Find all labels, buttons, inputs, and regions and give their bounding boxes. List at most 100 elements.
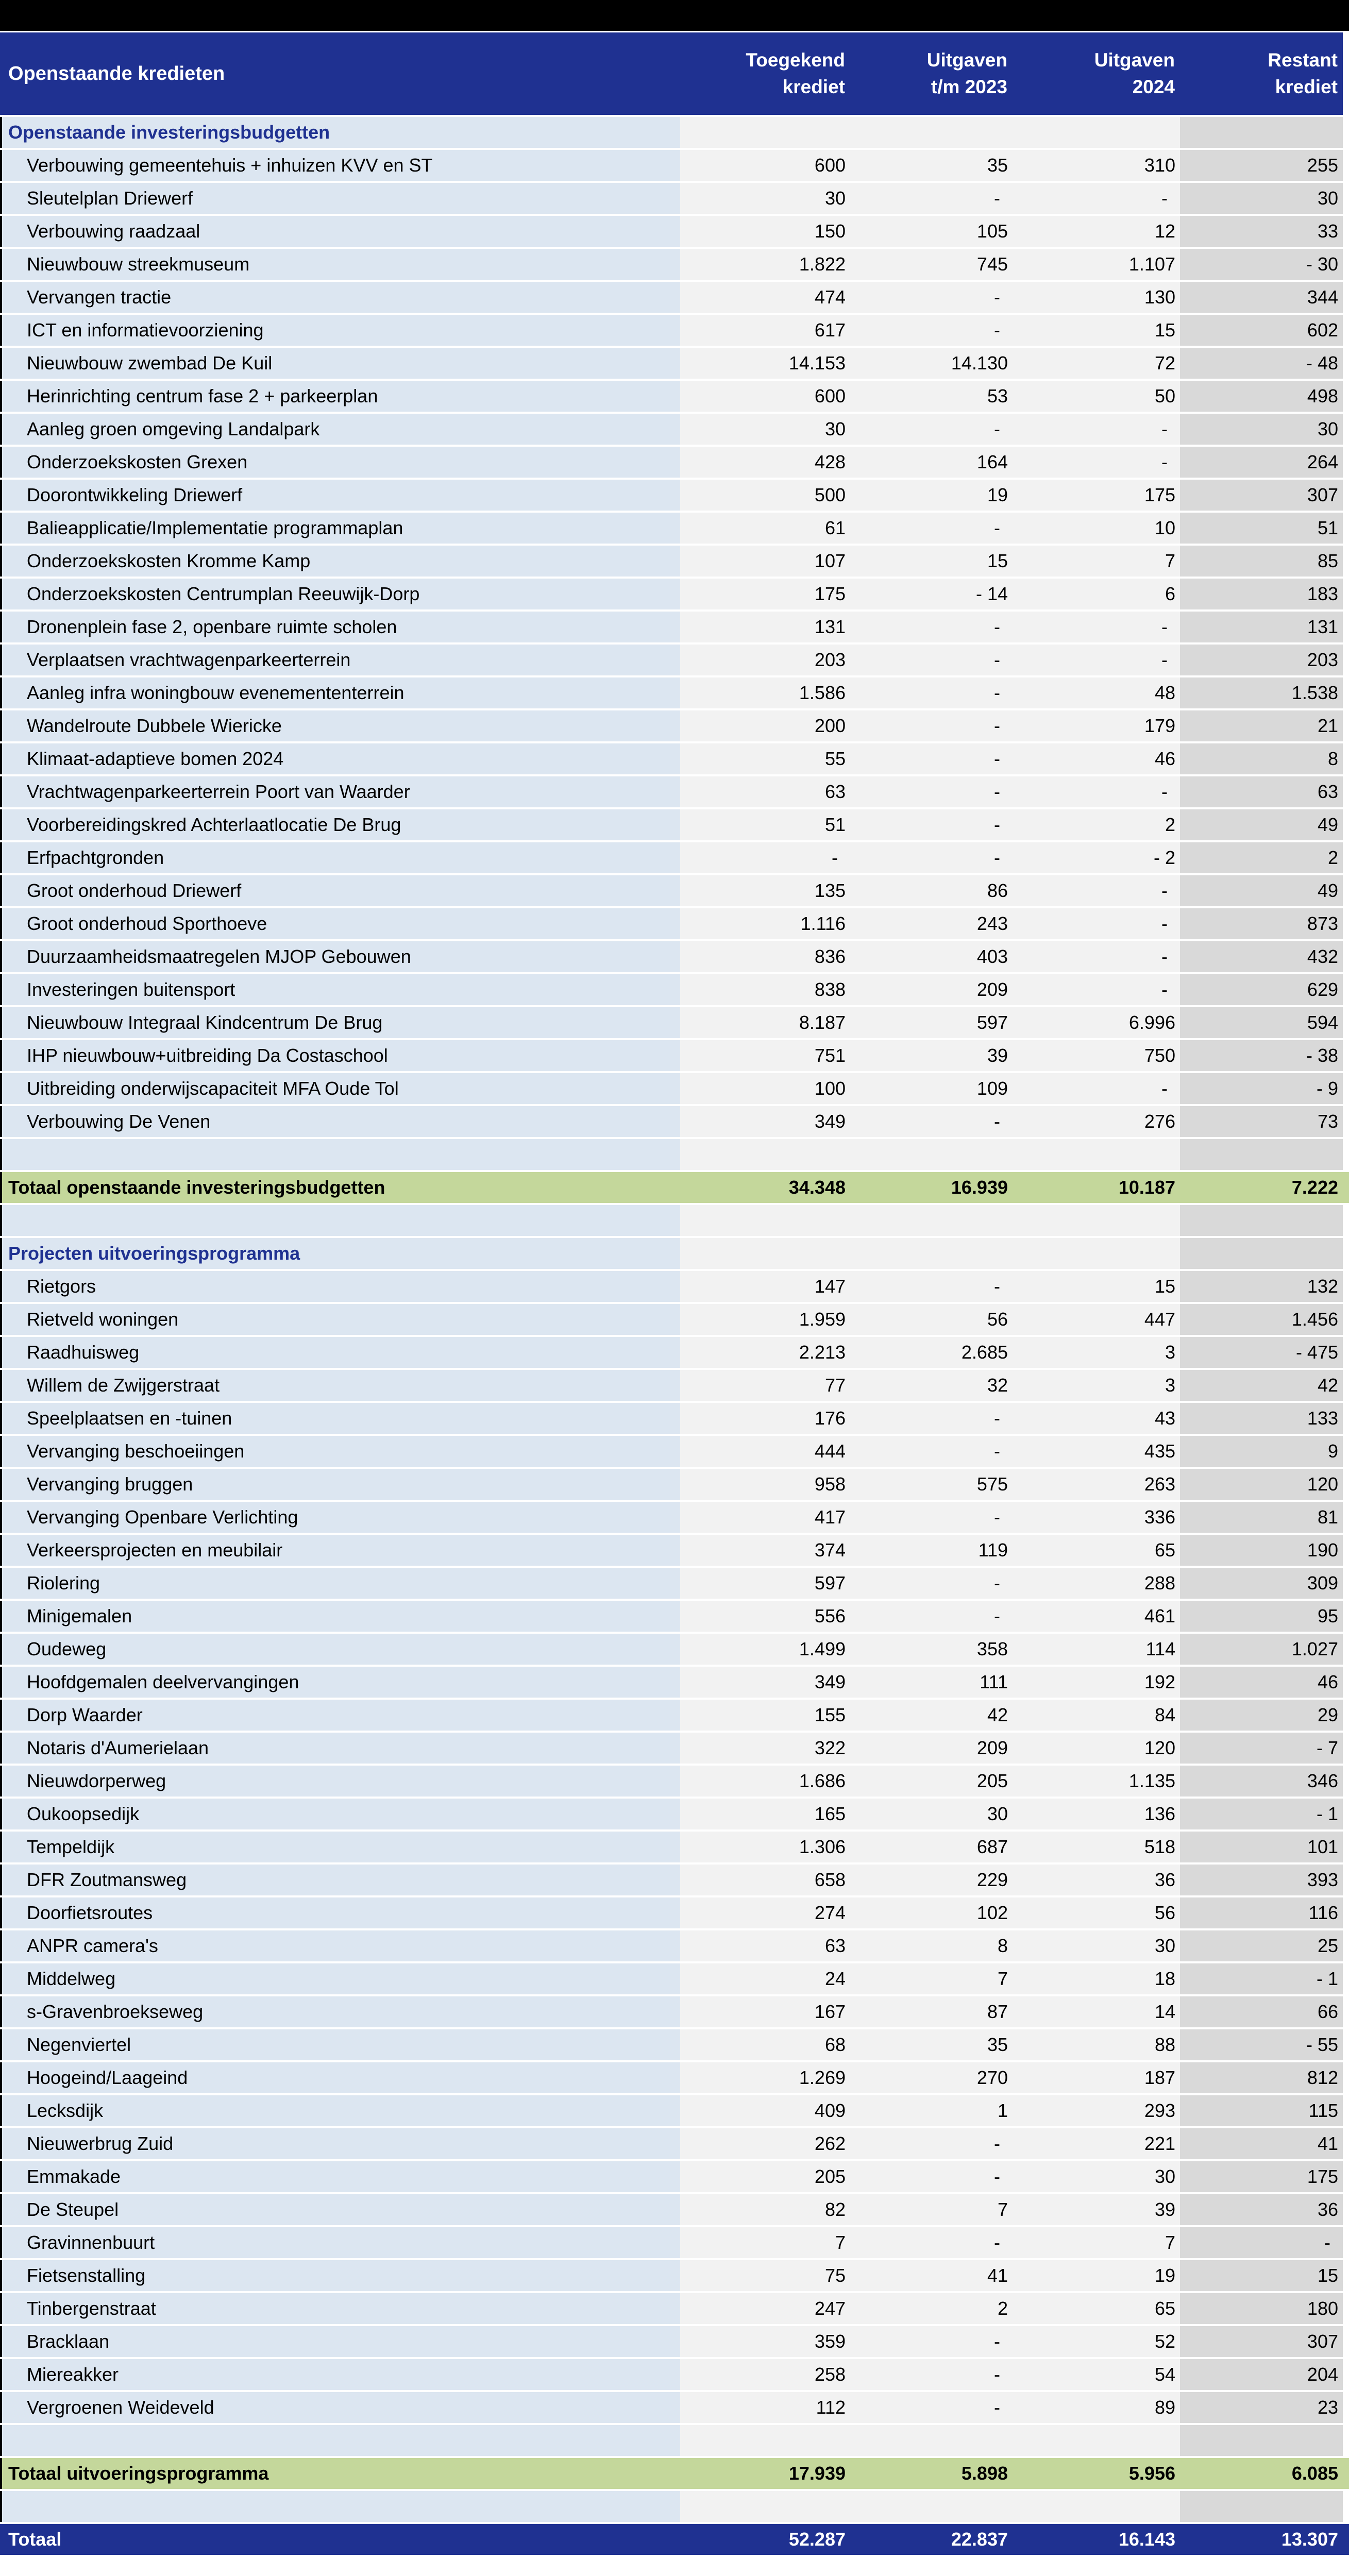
- table-row: Riolering 597 - 288 309: [0, 1568, 1343, 1599]
- table-row: Notaris d'Aumerielaan 322 209 120 - 7: [0, 1733, 1343, 1764]
- cell-uitgaven-tm-2023: -: [850, 809, 1013, 840]
- table-row: Vervanging beschoeiingen 444 - 435 9: [0, 1436, 1343, 1467]
- cell-uitgaven-2024: 5.956: [1128, 2463, 1175, 2484]
- row-label: DFR Zoutmansweg: [2, 1865, 680, 1895]
- cell-uitgaven-2024: 43: [1013, 1403, 1180, 1434]
- cell-restant-krediet: 393: [1180, 1865, 1343, 1895]
- cell-restant-krediet: 115: [1180, 2095, 1343, 2126]
- cell-uitgaven-2024: -: [1013, 941, 1180, 972]
- cell-uitgaven-tm-2023: 35: [850, 2029, 1013, 2060]
- cell-uitgaven-tm-2023: 119: [850, 1535, 1013, 1566]
- cell-restant-krediet: 6.085: [1291, 2463, 1338, 2484]
- row-label: Tempeldijk: [2, 1832, 680, 1862]
- cell-uitgaven-tm-2023: 687: [850, 1832, 1013, 1862]
- cell-restant-krediet: 629: [1180, 974, 1343, 1005]
- cell-restant-krediet: 132: [1180, 1271, 1343, 1302]
- cell-toegekend-krediet: 75: [680, 2260, 850, 2291]
- cell-uitgaven-2024: 263: [1013, 1469, 1180, 1500]
- row-label: Klimaat-adaptieve bomen 2024: [2, 743, 680, 774]
- cell-toegekend-krediet: 1.269: [680, 2062, 850, 2093]
- table-row: Doorontwikkeling Driewerf 500 19 175 307: [0, 480, 1343, 511]
- cell-uitgaven-tm-2023: [850, 117, 1013, 148]
- cell-toegekend-krediet: 82: [680, 2194, 850, 2225]
- row-label: [2, 2425, 680, 2456]
- table-row: Wandelroute Dubbele Wiericke 200 - 179 2…: [0, 710, 1343, 741]
- row-label: Doorfietsroutes: [2, 1897, 680, 1928]
- spacer-row: [0, 2491, 1343, 2522]
- cell-uitgaven-tm-2023: -: [850, 743, 1013, 774]
- cell-restant-krediet: 51: [1180, 513, 1343, 544]
- cell-toegekend-krediet: 658: [680, 1865, 850, 1895]
- table-row: Groot onderhoud Sporthoeve 1.116 243 - 8…: [0, 908, 1343, 939]
- cell-uitgaven-tm-2023: -: [850, 776, 1013, 807]
- table-row: Verbouwing raadzaal 150 105 12 33: [0, 216, 1343, 247]
- row-label: [2, 1205, 680, 1236]
- table-row: Uitbreiding onderwijscapaciteit MFA Oude…: [0, 1073, 1343, 1104]
- cell-uitgaven-2024: 3: [1013, 1337, 1180, 1368]
- cell-uitgaven-tm-2023: [850, 1238, 1013, 1269]
- table-row: Tinbergenstraat 247 2 65 180: [0, 2293, 1343, 2324]
- cell-uitgaven-tm-2023: -: [850, 2128, 1013, 2159]
- cell-restant-krediet: -: [1180, 2227, 1343, 2258]
- cell-uitgaven-tm-2023: 1: [850, 2095, 1013, 2126]
- cell-toegekend-krediet: 374: [680, 1535, 850, 1566]
- table-row: Dronenplein fase 2, openbare ruimte scho…: [0, 612, 1343, 642]
- cell-uitgaven-tm-2023: 205: [850, 1766, 1013, 1797]
- cell-uitgaven-2024: 120: [1013, 1733, 1180, 1764]
- cell-toegekend-krediet: 349: [680, 1667, 850, 1698]
- table-row: Herinrichting centrum fase 2 + parkeerpl…: [0, 381, 1343, 412]
- cell-uitgaven-2024: [1013, 2491, 1180, 2522]
- cell-restant-krediet: 116: [1180, 1897, 1343, 1928]
- row-label: Oukoopsedijk: [2, 1799, 680, 1829]
- cell-uitgaven-2024: -: [1013, 414, 1180, 445]
- cell-toegekend-krediet: 349: [680, 1106, 850, 1137]
- row-label: Notaris d'Aumerielaan: [2, 1733, 680, 1764]
- cell-uitgaven-2024: 30: [1013, 1930, 1180, 1961]
- cell-restant-krediet: 49: [1180, 809, 1343, 840]
- cell-restant-krediet: 42: [1180, 1370, 1343, 1401]
- cell-restant-krediet: 131: [1180, 612, 1343, 642]
- cell-toegekend-krediet: 1.116: [680, 908, 850, 939]
- cell-toegekend-krediet: 600: [680, 381, 850, 412]
- cell-toegekend-krediet: [680, 117, 850, 148]
- column-header-line: krediet: [782, 76, 845, 97]
- cell-uitgaven-2024: 88: [1013, 2029, 1180, 2060]
- cell-uitgaven-tm-2023: 109: [850, 1073, 1013, 1104]
- cell-uitgaven-tm-2023: -: [850, 414, 1013, 445]
- cell-toegekend-krediet: 63: [680, 1930, 850, 1961]
- table-row: Emmakade 205 - 30 175: [0, 2161, 1343, 2192]
- row-label: Onderzoekskosten Kromme Kamp: [2, 546, 680, 577]
- cell-toegekend-krediet: 500: [680, 480, 850, 511]
- cell-uitgaven-2024: 30: [1013, 2161, 1180, 2192]
- cell-uitgaven-2024: 36: [1013, 1865, 1180, 1895]
- cell-uitgaven-2024: 19: [1013, 2260, 1180, 2291]
- bottom-whitespace: [0, 2555, 1349, 2576]
- table-row: Fietsenstalling 75 41 19 15: [0, 2260, 1343, 2291]
- cell-uitgaven-tm-2023: -: [850, 1271, 1013, 1302]
- cell-toegekend-krediet: [680, 1238, 850, 1269]
- cell-toegekend-krediet: 100: [680, 1073, 850, 1104]
- cell-uitgaven-tm-2023: -: [850, 2326, 1013, 2357]
- cell-restant-krediet: 85: [1180, 546, 1343, 577]
- row-label: ICT en informatievoorziening: [2, 315, 680, 346]
- row-label: Riolering: [2, 1568, 680, 1599]
- cell-uitgaven-2024: 15: [1013, 315, 1180, 346]
- cell-uitgaven-tm-2023: 243: [850, 908, 1013, 939]
- table-row: Hoogeind/Laageind 1.269 270 187 812: [0, 2062, 1343, 2093]
- cell-uitgaven-tm-2023: 41: [850, 2260, 1013, 2291]
- row-label: Hoofdgemalen deelvervangingen: [2, 1667, 680, 1698]
- cell-toegekend-krediet: 600: [680, 150, 850, 181]
- cell-uitgaven-tm-2023: 102: [850, 1897, 1013, 1928]
- row-label: Balieapplicatie/Implementatie programmap…: [2, 513, 680, 544]
- cell-uitgaven-tm-2023: [850, 2491, 1013, 2522]
- cell-uitgaven-tm-2023: [850, 1139, 1013, 1170]
- row-label: Nieuwbouw zwembad De Kuil: [2, 348, 680, 379]
- table-row: Vervanging bruggen 958 575 263 120: [0, 1469, 1343, 1500]
- cell-toegekend-krediet: 52.287: [788, 2529, 846, 2550]
- cell-uitgaven-tm-2023: 15: [850, 546, 1013, 577]
- cell-uitgaven-tm-2023: 358: [850, 1634, 1013, 1665]
- cell-uitgaven-2024: 114: [1013, 1634, 1180, 1665]
- cell-toegekend-krediet: 176: [680, 1403, 850, 1434]
- table-row: Oukoopsedijk 165 30 136 - 1: [0, 1799, 1343, 1829]
- cell-uitgaven-2024: 130: [1013, 282, 1180, 313]
